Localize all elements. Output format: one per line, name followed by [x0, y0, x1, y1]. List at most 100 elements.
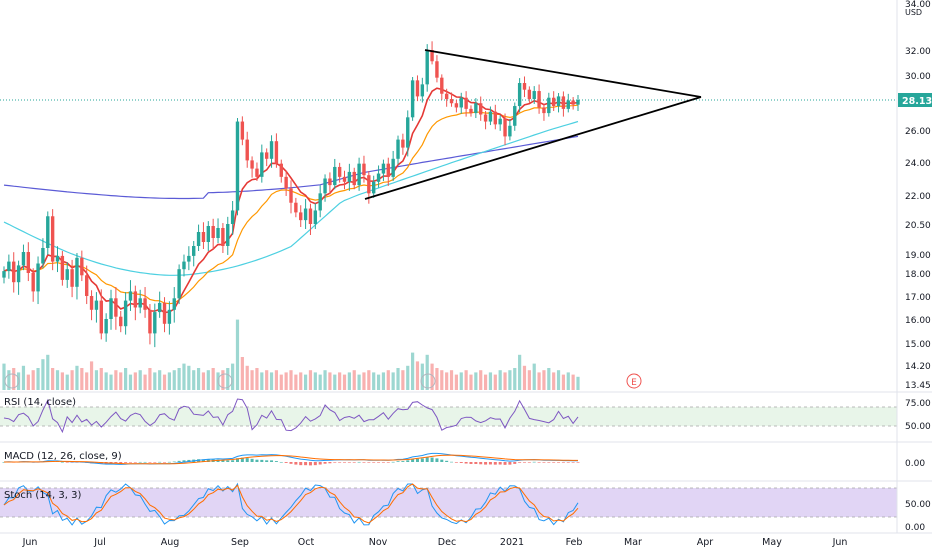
- macd-histogram-bar: [133, 462, 137, 463]
- macd-histogram-bar: [377, 462, 381, 463]
- candle-body: [80, 257, 84, 276]
- macd-histogram-bar: [420, 458, 424, 462]
- candle-body: [517, 83, 522, 107]
- candle-body: [337, 166, 342, 177]
- volume-bar: [342, 374, 347, 390]
- volume-bar: [148, 368, 152, 390]
- volume-bar: [153, 372, 157, 390]
- stoch-tick-label: 50.00: [905, 500, 931, 510]
- volume-bar: [449, 370, 454, 390]
- macd-histogram-bar: [484, 462, 488, 465]
- volume-bar: [75, 365, 79, 390]
- price-tick-label: 34.00: [905, 0, 931, 10]
- macd-histogram-bar: [182, 460, 186, 462]
- volume-bar: [114, 370, 118, 390]
- macd-histogram-bar: [250, 458, 254, 462]
- candle-body: [386, 163, 390, 177]
- volume-bar: [333, 374, 337, 390]
- earnings-marker-past: [217, 373, 233, 389]
- candle-body: [498, 118, 502, 125]
- price-tick-label: 17.00: [905, 293, 931, 303]
- candle-body: [537, 91, 541, 108]
- macd-histogram-bar: [557, 462, 561, 463]
- volume-bar: [537, 372, 541, 390]
- volume-bar: [440, 370, 444, 390]
- candle-body: [162, 302, 167, 324]
- candle-body: [459, 97, 463, 108]
- candle-body: [294, 202, 298, 213]
- candle-body: [172, 298, 176, 310]
- candle-body: [396, 139, 400, 159]
- time-axis-label: Jun: [22, 537, 38, 548]
- price-tick-label: 18.00: [905, 270, 931, 280]
- volume-bar: [454, 374, 458, 390]
- macd-histogram-bar: [435, 458, 439, 462]
- volume-bar: [143, 374, 147, 390]
- volume-bar: [133, 372, 137, 390]
- earnings-marker-label: E: [631, 378, 637, 388]
- volume-bar: [532, 363, 536, 390]
- volume-bar: [99, 368, 103, 390]
- volume-bar: [279, 374, 283, 390]
- candle-body: [406, 117, 410, 148]
- price-tick-label: 22.00: [905, 192, 931, 202]
- macd-histogram-bar: [401, 461, 405, 462]
- candle-body: [133, 291, 138, 308]
- time-axis-label: 2021: [500, 537, 524, 548]
- macd-histogram-bar: [396, 461, 400, 462]
- volume-bar: [260, 372, 264, 390]
- rsi-tick-label: 50.00: [905, 422, 931, 432]
- volume-bar: [196, 368, 201, 390]
- macd-histogram-bar: [201, 459, 205, 462]
- candle-body: [454, 103, 459, 108]
- volume-bar: [231, 363, 235, 390]
- volume-bar: [313, 372, 317, 390]
- volume-bar: [167, 372, 171, 390]
- macd-histogram-bar: [119, 462, 123, 464]
- volume-bar: [508, 370, 512, 390]
- candle-body: [566, 100, 570, 109]
- candle-body: [84, 275, 89, 296]
- volume-bar: [479, 370, 483, 390]
- volume-bar: [128, 374, 133, 390]
- macd-histogram-bar: [289, 462, 293, 464]
- macd-histogram-bar: [367, 462, 371, 463]
- candle-body: [2, 271, 6, 278]
- volume-bar: [2, 363, 6, 390]
- time-axis-label: Mar: [624, 537, 642, 548]
- candle-body: [328, 178, 332, 186]
- macd-histogram-bar: [221, 460, 225, 462]
- macd-line: [3, 452, 578, 465]
- volume-bar: [328, 372, 332, 390]
- candle-body: [371, 181, 376, 194]
- candle-body: [415, 80, 420, 97]
- volume-bar: [211, 368, 215, 390]
- price-tick-label: 19.00: [905, 251, 931, 261]
- candle-body: [425, 50, 429, 85]
- macd-histogram-bar: [576, 462, 580, 463]
- candle-body: [308, 208, 313, 224]
- volume-bar: [284, 372, 288, 390]
- volume-bar: [80, 368, 84, 390]
- volume-bar: [119, 372, 123, 390]
- volume-bar: [522, 365, 527, 390]
- candle-body: [576, 100, 580, 105]
- volume-bar: [386, 370, 390, 390]
- volume-bar: [352, 370, 356, 390]
- candle-body: [444, 93, 449, 100]
- candle-body: [401, 139, 405, 148]
- volume-bar: [576, 376, 580, 390]
- volume-bar: [556, 370, 561, 390]
- time-axis-label: Oct: [298, 537, 315, 548]
- time-axis-label: Feb: [566, 537, 583, 548]
- volume-bar: [469, 374, 473, 390]
- volume-bar: [527, 370, 531, 390]
- macd-histogram-bar: [284, 462, 288, 463]
- volume-bar: [274, 370, 279, 390]
- candle-body: [65, 269, 69, 280]
- macd-histogram-bar: [372, 462, 376, 463]
- candle-body: [430, 50, 434, 62]
- macd-histogram-bar: [274, 461, 278, 462]
- candle-body: [26, 252, 31, 273]
